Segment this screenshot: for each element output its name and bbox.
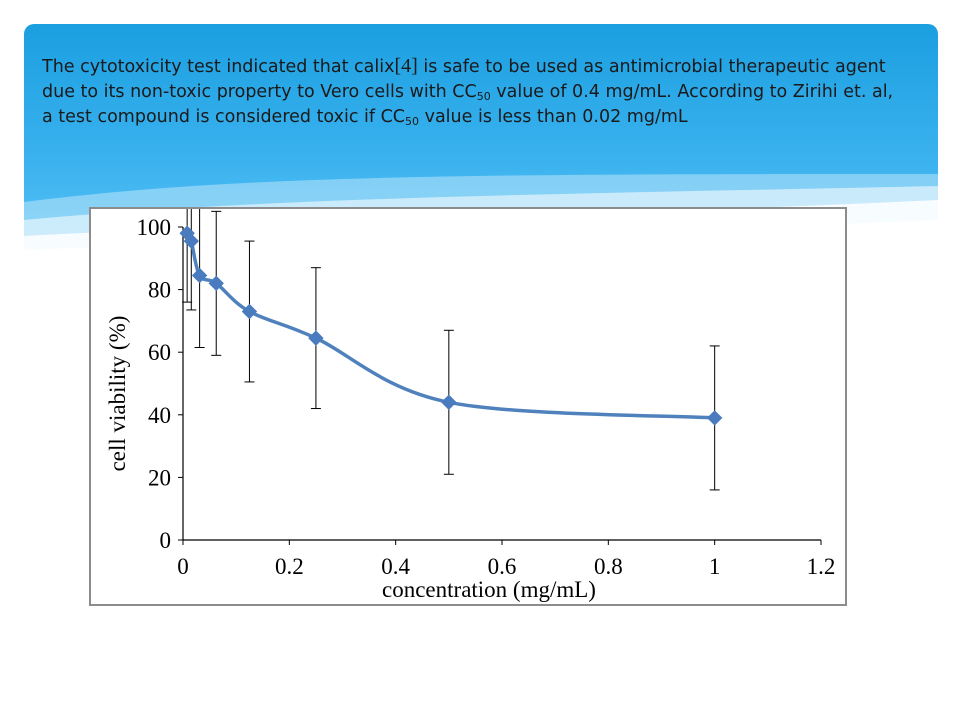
- data-point: [441, 394, 457, 410]
- x-tick-label: 0.8: [594, 554, 623, 579]
- x-tick-label: 0.2: [275, 554, 304, 579]
- y-tick-label: 0: [160, 528, 172, 553]
- data-point: [191, 267, 208, 284]
- y-tick-label: 80: [148, 278, 171, 303]
- y-tick-label: 40: [148, 403, 171, 428]
- caption-subscript-2: 50: [405, 115, 420, 128]
- data-point: [183, 233, 200, 249]
- x-tick-label: 0: [177, 554, 189, 579]
- x-tick-label: 1: [709, 554, 721, 579]
- y-axis-title: cell viability (%): [105, 316, 130, 472]
- caption-bracket: [4]: [394, 55, 418, 77]
- caption-subscript-1: 50: [476, 90, 491, 103]
- y-tick-label: 60: [148, 340, 171, 365]
- caption-text: The cytotoxicity test indicated that cal…: [42, 55, 894, 128]
- data-point: [241, 303, 258, 320]
- data-point: [308, 330, 324, 346]
- viability-chart: 0 20 40 60 80 100 0 0.2 0.4 0.6 0.8 1 1.2 concentrati…: [105, 209, 836, 602]
- x-axis-title: concentration (mg/mL): [382, 577, 596, 602]
- data-point: [706, 410, 723, 426]
- data-point: [208, 275, 224, 292]
- chart-frame: 0 20 40 60 80 100 0 0.2 0.4 0.6 0.8 1 1.2 concentrati…: [89, 207, 847, 606]
- y-tick-label: 100: [137, 215, 172, 240]
- x-tick-label: 1.2: [807, 554, 836, 579]
- series-line: [185, 232, 715, 420]
- x-tick-label: 0.6: [488, 554, 517, 579]
- y-tick-label: 20: [148, 465, 171, 490]
- x-tick-label: 0.4: [381, 554, 410, 579]
